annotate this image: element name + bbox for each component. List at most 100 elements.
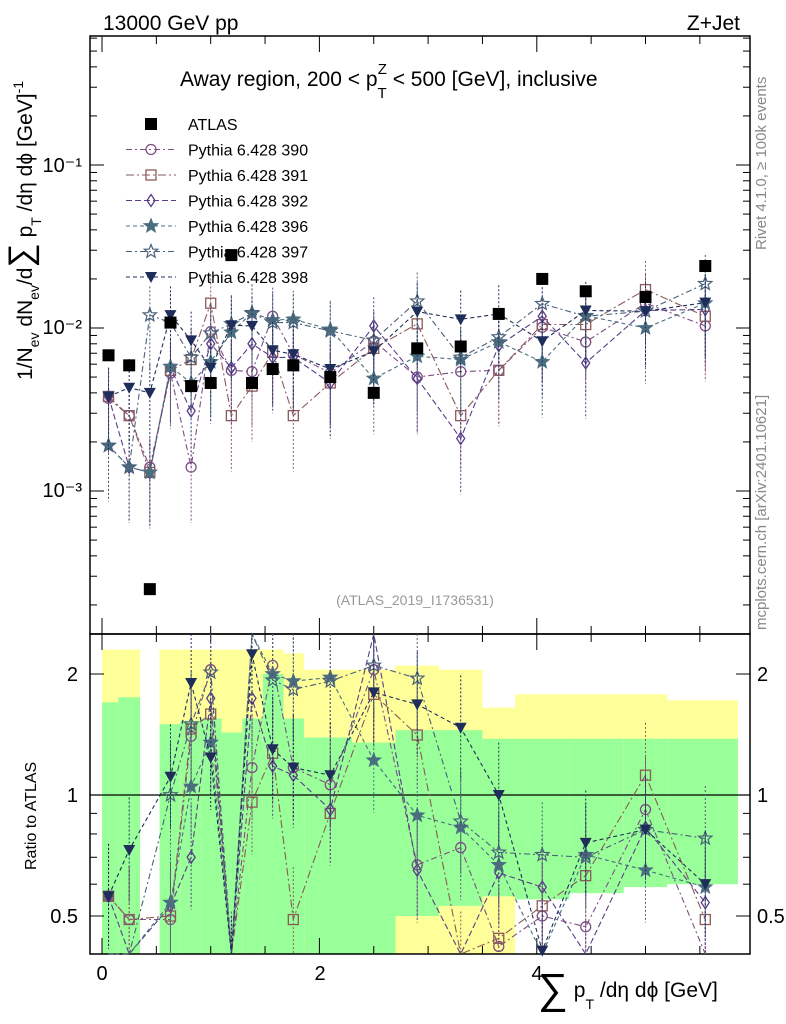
green-band-8 <box>262 673 284 954</box>
ratio-marker-4 <box>264 671 281 688</box>
atlas-marker <box>639 290 652 303</box>
green-band-11 <box>352 742 396 954</box>
ratio-marker-2 <box>186 850 196 865</box>
main-marker-3 <box>322 320 339 337</box>
xtick-label-2: 2 <box>314 963 325 985</box>
ratio-line-1 <box>108 693 706 955</box>
legend-marker-4 <box>142 217 160 234</box>
main-y-axis-label: 1/Nev dNev/d∑ pT /dη dϕ [GeV]-1 <box>2 81 44 380</box>
ratio-marker-3 <box>182 777 200 794</box>
ratio-marker-3 <box>409 806 426 823</box>
main-marker-5 <box>579 305 592 317</box>
ratio-line-4 <box>108 633 706 955</box>
main-marker-4 <box>120 458 138 475</box>
ratio-marker-4 <box>285 680 302 697</box>
ratio-marker-5 <box>411 699 424 711</box>
ratio-y-axis-label: Ratio to ATLAS <box>23 762 40 870</box>
main-marker-5 <box>699 297 712 309</box>
ratio-y-tick-labels: 0.5 1 2 0.5 1 2 <box>50 664 785 928</box>
atlas-marker <box>225 249 238 262</box>
ratio-marker-1 <box>493 932 505 944</box>
ratio-marker-5 <box>102 891 115 903</box>
axis-ticks <box>90 36 750 954</box>
ratio-uncertainty-bands <box>102 649 738 954</box>
ratio-marker-5 <box>454 722 467 734</box>
legend-label-2: Pythia 6.428 391 <box>188 168 308 185</box>
x-tick-labels: 0 2 4 <box>96 963 542 985</box>
analysis-id: (ATLAS_2019_I1736531) <box>336 592 494 608</box>
xtick-label-0: 0 <box>96 963 107 985</box>
main-marker-5 <box>143 387 156 399</box>
ratio-marker-1 <box>123 913 135 926</box>
ratio-marker-5 <box>185 677 198 689</box>
atlas-marker <box>699 260 712 273</box>
legend-label-0: ATLAS <box>188 117 238 134</box>
main-marker-1 <box>205 297 217 309</box>
main-marker-0 <box>185 461 197 473</box>
ratio-marker-2 <box>537 879 548 895</box>
main-line-5 <box>108 302 706 398</box>
ytick-label-1e-1: 10⁻¹ <box>43 155 83 177</box>
main-y-tick-labels: 10⁻³ 10⁻² 10⁻¹ <box>43 155 83 502</box>
green-band-10 <box>304 737 353 954</box>
ratio-line-3 <box>108 631 706 956</box>
ratio-marker-4 <box>321 672 339 689</box>
ratio-marker-5 <box>639 824 652 836</box>
ratio-marker-3 <box>365 751 383 768</box>
main-marker-4 <box>243 304 261 321</box>
atlas-marker <box>143 583 156 596</box>
main-marker-5 <box>164 310 177 322</box>
main-line-2 <box>107 308 706 474</box>
green-band-4 <box>180 720 201 954</box>
main-marker-4 <box>533 295 551 311</box>
atlas-marker <box>246 376 259 389</box>
main-series-group <box>100 249 714 596</box>
main-marker-5 <box>411 306 424 318</box>
ratio-tick-left-2: 2 <box>67 664 78 686</box>
ratio-marker-2 <box>267 758 278 774</box>
xtick-label-4: 4 <box>531 963 542 985</box>
main-marker-5 <box>204 362 217 374</box>
main-marker-5 <box>287 349 300 361</box>
legend-marker-3 <box>146 193 156 208</box>
atlas-marker <box>164 316 177 329</box>
ratio-marker-5 <box>324 770 337 782</box>
atlas-marker <box>536 272 549 285</box>
ratio-tick-right-0.5: 0.5 <box>757 906 785 928</box>
ratio-series-group <box>102 631 714 957</box>
ratio-marker-5 <box>367 687 380 699</box>
main-marker-5 <box>536 336 549 348</box>
legend: ATLAS Pythia 6.428 390 Pythia 6.428 391 Pyt… <box>126 117 308 287</box>
main-marker-5 <box>367 346 380 358</box>
main-marker-5 <box>225 320 238 332</box>
ratio-marker-1 <box>287 913 299 926</box>
main-marker-5 <box>639 306 652 318</box>
green-band-7 <box>242 718 263 954</box>
legend-marker-2 <box>145 169 157 181</box>
ratio-marker-2 <box>205 691 216 706</box>
main-line-0 <box>108 302 706 470</box>
main-marker-5 <box>266 345 279 357</box>
ratio-marker-5 <box>204 752 217 764</box>
ratio-marker-4 <box>452 812 469 829</box>
legend-marker-6 <box>145 272 157 283</box>
atlas-marker <box>411 342 424 355</box>
green-band-9 <box>283 718 305 954</box>
main-marker-5 <box>454 314 467 326</box>
ratio-marker-2 <box>412 863 423 878</box>
legend-label-3: Pythia 6.428 392 <box>188 194 308 211</box>
main-marker-3 <box>141 463 159 480</box>
atlas-marker <box>324 371 337 384</box>
green-band-16 <box>569 738 624 894</box>
legend-marker-0 <box>145 118 157 130</box>
main-marker-5 <box>123 382 136 394</box>
ratio-marker-4 <box>202 663 219 680</box>
main-marker-5 <box>246 320 259 332</box>
main-marker-2 <box>455 431 466 446</box>
ratio-marker-5 <box>536 945 549 957</box>
ratio-line-0 <box>108 665 706 955</box>
ratio-marker-2 <box>288 768 299 783</box>
ytick-label-1e-3: 10⁻³ <box>43 480 83 502</box>
atlas-marker <box>454 340 467 353</box>
